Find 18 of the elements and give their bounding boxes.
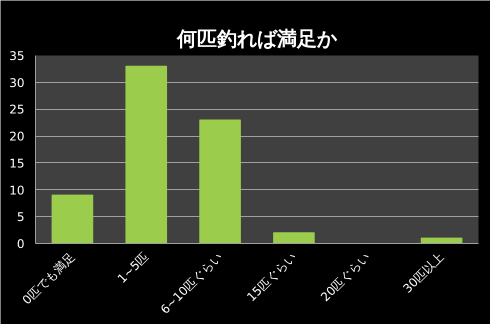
y-tick-label: 35 bbox=[9, 49, 25, 63]
y-tick-label: 20 bbox=[9, 130, 25, 144]
x-tick-label: 20匹ぐらい bbox=[318, 250, 373, 304]
x-tick-label: 15匹ぐらい bbox=[244, 250, 299, 304]
y-tick-label: 10 bbox=[9, 183, 25, 198]
x-tick-label: 30匹以上 bbox=[400, 250, 447, 296]
y-tick-label: 25 bbox=[9, 102, 25, 117]
bar bbox=[199, 119, 241, 244]
chart-title: 何匹釣れば満足か bbox=[176, 26, 338, 50]
y-tick-label: 15 bbox=[9, 156, 25, 170]
bar bbox=[420, 238, 462, 244]
bar bbox=[125, 66, 168, 244]
y-tick-label: 30 bbox=[9, 76, 25, 90]
x-tick-label: 0匹でも満足 bbox=[20, 250, 78, 308]
bar bbox=[52, 194, 94, 244]
y-tick-label: 5 bbox=[16, 210, 25, 224]
bar bbox=[273, 232, 315, 244]
y-tick-label: 0 bbox=[16, 237, 25, 251]
